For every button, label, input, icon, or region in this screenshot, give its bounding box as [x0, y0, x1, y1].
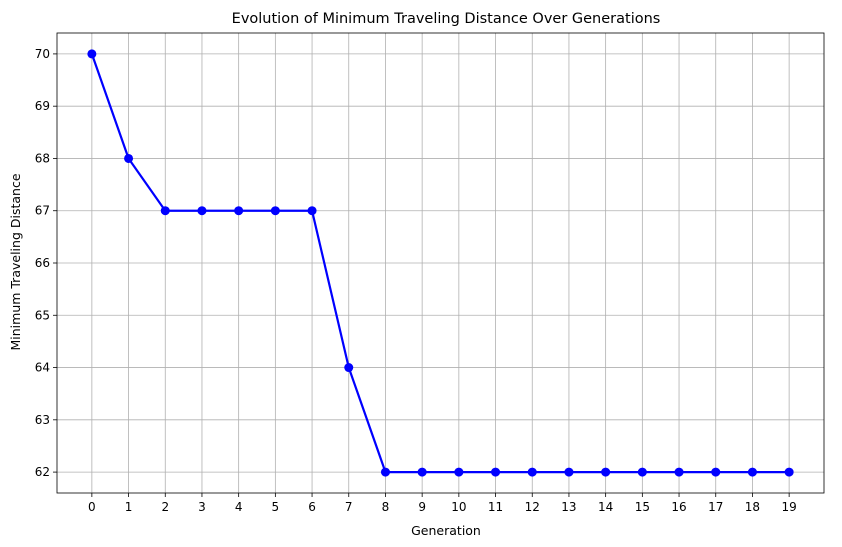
y-tick-label: 64: [35, 361, 50, 375]
series-path: [90, 53, 790, 474]
y-tick-label: 68: [35, 151, 50, 165]
x-tick-label: 19: [781, 500, 796, 514]
data-point: [270, 206, 280, 216]
x-tick-label: 7: [345, 500, 353, 514]
y-axis-ticks: 62 63 64 65 66 67 68 69 70: [35, 47, 57, 479]
data-point: [747, 467, 757, 477]
data-point: [784, 467, 794, 477]
data-point: [380, 467, 390, 477]
data-point: [160, 206, 170, 216]
y-tick-label: 70: [35, 47, 50, 61]
y-tick-label: 65: [35, 308, 50, 322]
y-tick-label: 62: [35, 465, 50, 479]
x-tick-label: 13: [561, 500, 576, 514]
data-point: [564, 467, 574, 477]
x-tick-label: 9: [418, 500, 426, 514]
chart-title: Evolution of Minimum Traveling Distance …: [232, 11, 661, 27]
data-point: [491, 467, 501, 477]
x-tick-label: 4: [235, 500, 243, 514]
data-point: [197, 206, 207, 216]
y-tick-label: 63: [35, 413, 50, 427]
grid-lines: [57, 33, 824, 493]
data-point: [637, 467, 647, 477]
x-tick-label: 14: [598, 500, 613, 514]
y-axis-label: Minimum Traveling Distance: [8, 173, 23, 350]
data-point: [711, 467, 721, 477]
x-tick-label: 2: [161, 500, 169, 514]
data-point: [417, 467, 427, 477]
data-point: [674, 467, 684, 477]
data-point: [344, 363, 354, 373]
data-point: [234, 206, 244, 216]
y-tick-label: 69: [35, 99, 50, 113]
x-tick-label: 6: [308, 500, 316, 514]
data-point: [87, 49, 97, 59]
x-tick-label: 18: [745, 500, 760, 514]
x-tick-label: 12: [525, 500, 540, 514]
data-point: [601, 467, 611, 477]
x-tick-label: 15: [635, 500, 650, 514]
data-point: [454, 467, 464, 477]
series-line: [87, 49, 794, 477]
data-point: [307, 206, 317, 216]
x-tick-label: 1: [125, 500, 133, 514]
x-tick-label: 3: [198, 500, 206, 514]
x-tick-label: 5: [272, 500, 280, 514]
x-tick-label: 10: [451, 500, 466, 514]
x-tick-label: 0: [88, 500, 96, 514]
y-tick-label: 66: [35, 256, 50, 270]
x-tick-label: 11: [488, 500, 503, 514]
x-tick-label: 16: [671, 500, 686, 514]
x-axis-ticks: 0 1 2 3 4 5 6 7 8 9 10 11 12 13 14 15 16 17 18 19: [88, 493, 797, 514]
x-tick-label: 17: [708, 500, 723, 514]
x-tick-label: 8: [382, 500, 390, 514]
data-point: [124, 153, 134, 163]
x-axis-label: Generation: [411, 523, 481, 538]
y-tick-label: 67: [35, 204, 50, 218]
data-point: [527, 467, 537, 477]
